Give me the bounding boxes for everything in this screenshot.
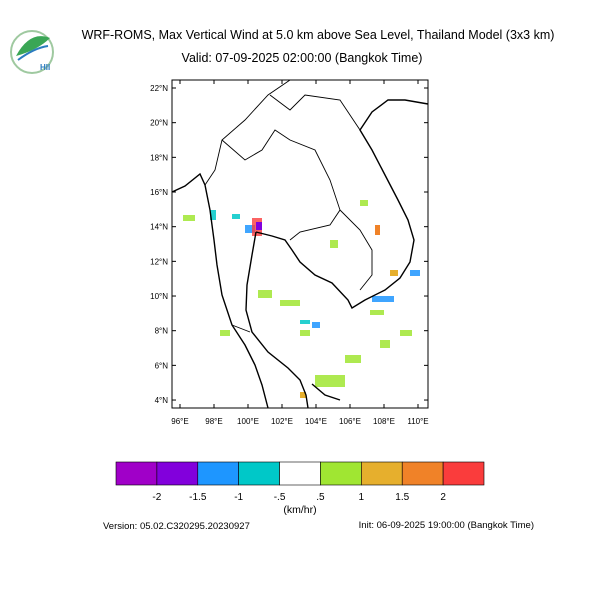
colorbar-label: 1 bbox=[359, 492, 365, 503]
lon-label: 110°E bbox=[407, 417, 428, 426]
lat-label: 8°N bbox=[155, 327, 169, 336]
init-time: Init: 06-09-2025 19:00:00 (Bangkok Time) bbox=[359, 520, 534, 531]
colorbar-box bbox=[442, 461, 485, 486]
lon-labels: 96°E 98°E 100°E 102°E 104°E 106°E 108°E 110°E bbox=[171, 80, 429, 426]
lat-label: 16°N bbox=[150, 188, 168, 197]
colorbar-box bbox=[115, 461, 158, 486]
lon-label: 104°E bbox=[305, 417, 327, 426]
borders bbox=[204, 79, 373, 333]
lon-label: 106°E bbox=[339, 417, 361, 426]
logo-text: HII bbox=[40, 63, 50, 72]
lat-label: 18°N bbox=[150, 153, 168, 162]
field-cyan bbox=[210, 210, 310, 324]
field-red bbox=[252, 218, 398, 398]
lon-label: 98°E bbox=[205, 417, 222, 426]
colorbar-label: -.5 bbox=[274, 492, 286, 503]
colorbar-box bbox=[361, 461, 403, 486]
lat-label: 14°N bbox=[150, 223, 168, 232]
colorbar-label: -2 bbox=[152, 492, 161, 503]
colorbar-box bbox=[156, 461, 199, 486]
colorbar-box bbox=[279, 461, 321, 486]
map-area bbox=[171, 79, 429, 409]
lon-label: 96°E bbox=[171, 417, 188, 426]
title: WRF-ROMS, Max Vertical Wind at 5.0 km ab… bbox=[82, 28, 555, 42]
lon-label: 108°E bbox=[373, 417, 395, 426]
field-green bbox=[183, 200, 412, 387]
colorbar-label: 1.5 bbox=[395, 492, 409, 503]
colorbar-unit: (km/hr) bbox=[283, 504, 316, 516]
field-blue bbox=[245, 225, 420, 328]
colorbar-label: -1.5 bbox=[189, 492, 207, 503]
colorbar-box bbox=[401, 461, 444, 486]
version: Version: 05.02.C320295.20230927 bbox=[103, 521, 250, 532]
colorbar-label: -1 bbox=[234, 492, 243, 503]
lat-labels: 22°N 20°N 18°N 16°N 14°N 12°N 10°N 8°N 6°N 4°N bbox=[150, 84, 428, 405]
lat-label: 22°N bbox=[150, 84, 168, 93]
logo: HII bbox=[10, 30, 54, 74]
colorbar-label: 2 bbox=[440, 492, 446, 503]
lat-label: 10°N bbox=[150, 292, 168, 301]
subtitle: Valid: 07-09-2025 02:00:00 (Bangkok Time… bbox=[182, 51, 423, 65]
colorbar-box bbox=[197, 461, 239, 486]
colorbar: -2 -1.5 -1 -.5 .5 1 1.5 2 bbox=[115, 461, 485, 503]
colorbar-box bbox=[320, 461, 362, 486]
lon-label: 102°E bbox=[271, 417, 293, 426]
lat-label: 4°N bbox=[155, 396, 169, 405]
colorbar-box bbox=[238, 461, 280, 486]
lat-label: 6°N bbox=[155, 361, 169, 370]
lat-label: 12°N bbox=[150, 257, 168, 266]
colorbar-label: .5 bbox=[316, 492, 325, 503]
lon-label: 100°E bbox=[237, 417, 259, 426]
lat-label: 20°N bbox=[150, 119, 168, 128]
coastline bbox=[171, 99, 429, 409]
